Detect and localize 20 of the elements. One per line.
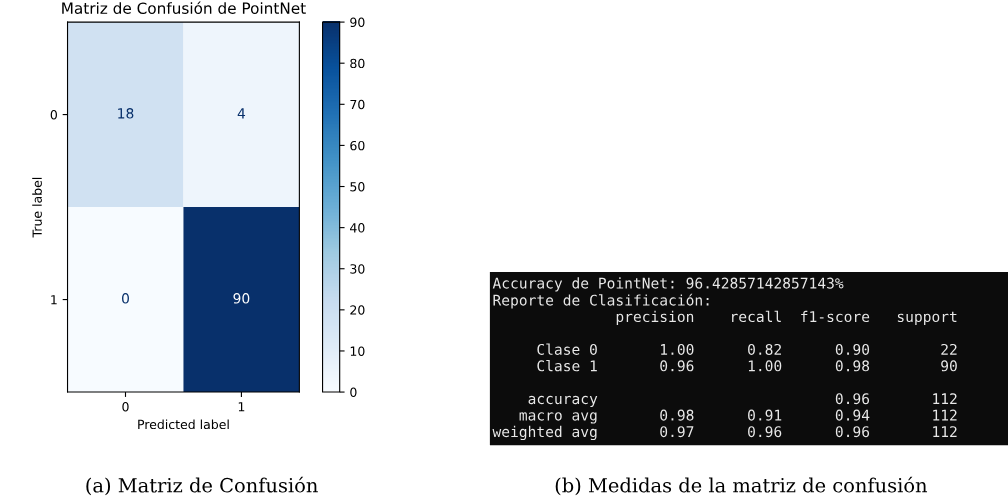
color-bar-label: 90 [350, 17, 365, 28]
data-label: 18 [118, 108, 134, 119]
color-bar-label: 10 [350, 346, 365, 356]
color-bar-label: 40 [350, 223, 365, 233]
color-bar-label: 20 [350, 305, 365, 315]
chart-title: Matriz de Confusión de PointNet [62, 1, 306, 14]
color-bar-label: 80 [350, 58, 365, 69]
text: (a) Matriz de Confusión [86, 476, 318, 496]
x-axis-title: Predicted label [138, 419, 229, 430]
color-bar-label: 60 [350, 140, 365, 151]
data-label: 4 [237, 108, 246, 119]
text: Accuracy de PointNet: 96.42857142857143% Reporte de Clasificación: precision recall f1-score support Clase 0 1.00 0.82 0.90 22 Clase 1 0.96 1.00 0.98 90 accuracy 0.96 112 macro avg 0.98 0.91 0.94 112 weighted avg 0.97 0.96 0.96 112 [492, 277, 957, 441]
y-axis-title: True label [32, 177, 42, 238]
color-bar-label: 50 [350, 181, 365, 192]
color-bar-label: 30 [350, 264, 365, 274]
text: (b) Medidas de la matriz de confusión [555, 476, 928, 496]
color-bar-label: 0 [350, 387, 357, 397]
color-bar-label: 70 [350, 99, 365, 110]
data-label: 0 [121, 293, 129, 304]
data-label: 90 [233, 293, 250, 304]
